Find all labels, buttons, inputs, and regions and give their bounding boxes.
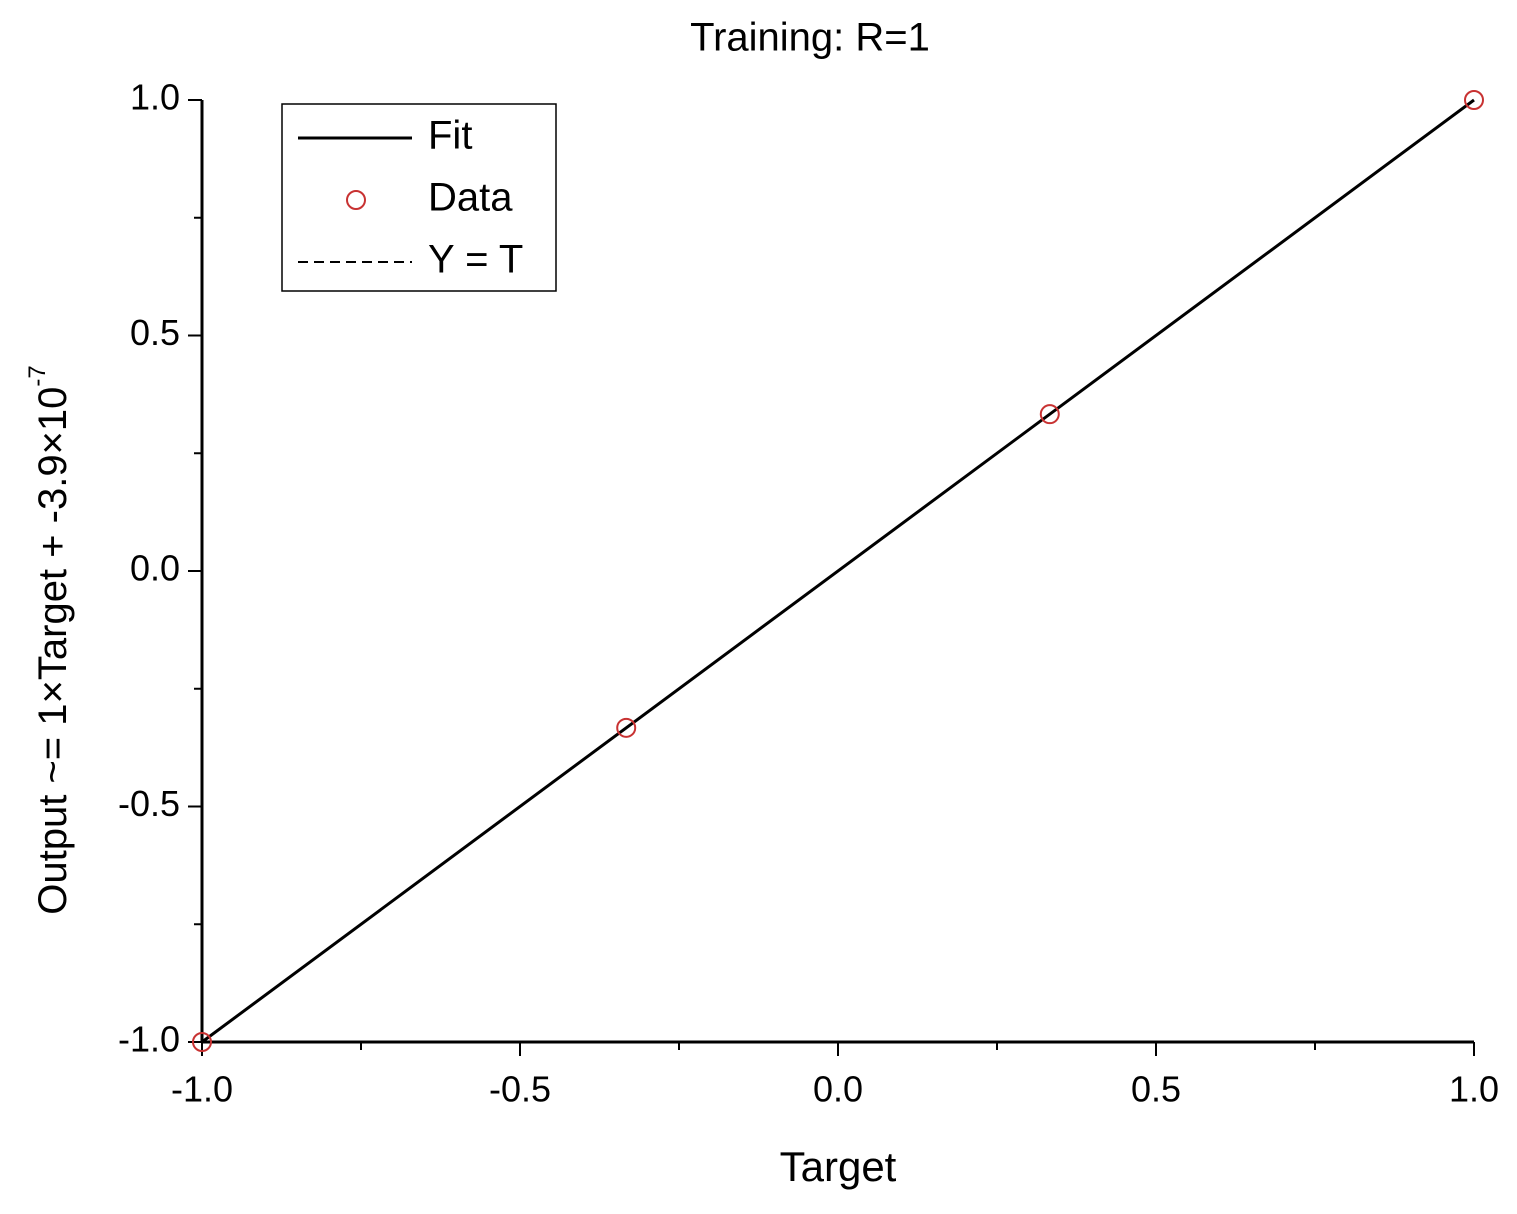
data-point <box>192 1032 212 1052</box>
legend-label: Fit <box>428 114 472 158</box>
legend-label: Data <box>428 176 513 220</box>
y-tick-label: 0.5 <box>130 312 180 353</box>
y-tick-label: 0.0 <box>130 548 180 589</box>
x-tick-label: 0.5 <box>1131 1069 1181 1110</box>
y-axis-label-exponent: -7 <box>24 365 51 386</box>
fit-line <box>201 98 1475 1044</box>
data-point <box>1464 90 1484 110</box>
data-point <box>1039 404 1060 425</box>
x-tick-label: -1.0 <box>171 1069 233 1110</box>
y-axis-label-text: Output ~= 1×Target + -3.9×10 <box>31 387 75 915</box>
x-axis-label: Target <box>780 1143 897 1190</box>
legend-label: Y = T <box>428 238 523 282</box>
x-tick-label: 0.0 <box>813 1069 863 1110</box>
legend-box <box>281 103 557 292</box>
x-tick-label: 1.0 <box>1449 1069 1499 1110</box>
y-tick-label: 1.0 <box>130 77 180 118</box>
legend-marker <box>346 190 366 210</box>
y-tick-label: -0.5 <box>118 783 180 824</box>
chart-title: Training: R=1 <box>690 16 930 60</box>
x-tick-label: -0.5 <box>489 1069 551 1110</box>
y-axis-label: Output ~= 1×Target + -3.9×10-7 <box>24 365 74 915</box>
y-tick-label: -1.0 <box>118 1019 180 1060</box>
data-point <box>616 717 637 738</box>
